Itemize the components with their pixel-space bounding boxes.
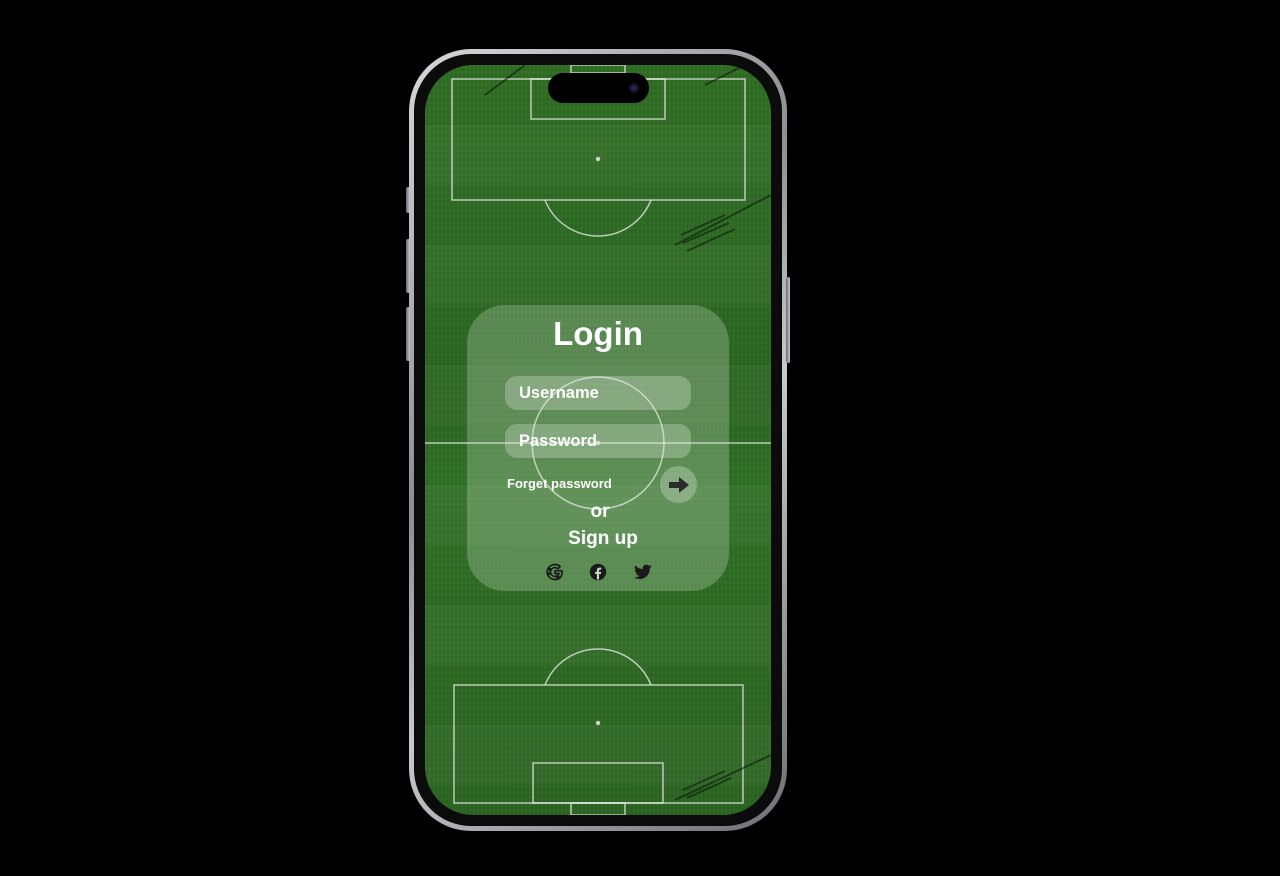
- arrow-right-icon: [668, 476, 689, 493]
- phone-screen: Login Username Password Forget password …: [425, 65, 771, 815]
- volume-down-button: [406, 307, 410, 361]
- submit-button[interactable]: [660, 466, 697, 503]
- volume-up-button: [406, 239, 410, 293]
- phone-frame: Login Username Password Forget password …: [406, 49, 790, 831]
- google-login-button[interactable]: [545, 562, 565, 582]
- username-input[interactable]: Username: [505, 376, 691, 410]
- signup-link[interactable]: Sign up: [568, 528, 638, 549]
- power-button: [786, 277, 790, 363]
- facebook-icon: [589, 563, 607, 581]
- twitter-icon: [634, 564, 652, 579]
- login-title: Login: [553, 315, 643, 352]
- mute-switch: [406, 187, 410, 213]
- social-login-row: [545, 562, 655, 582]
- dynamic-island: [548, 73, 649, 103]
- google-icon: [546, 563, 563, 581]
- login-card: Login Username Password Forget password …: [467, 305, 729, 591]
- facebook-login-button[interactable]: [588, 562, 608, 582]
- front-camera: [629, 83, 639, 93]
- twitter-login-button[interactable]: [633, 562, 653, 582]
- forget-password-link[interactable]: Forget password: [507, 476, 612, 491]
- or-separator: or: [590, 501, 610, 522]
- password-input[interactable]: Password: [505, 424, 691, 458]
